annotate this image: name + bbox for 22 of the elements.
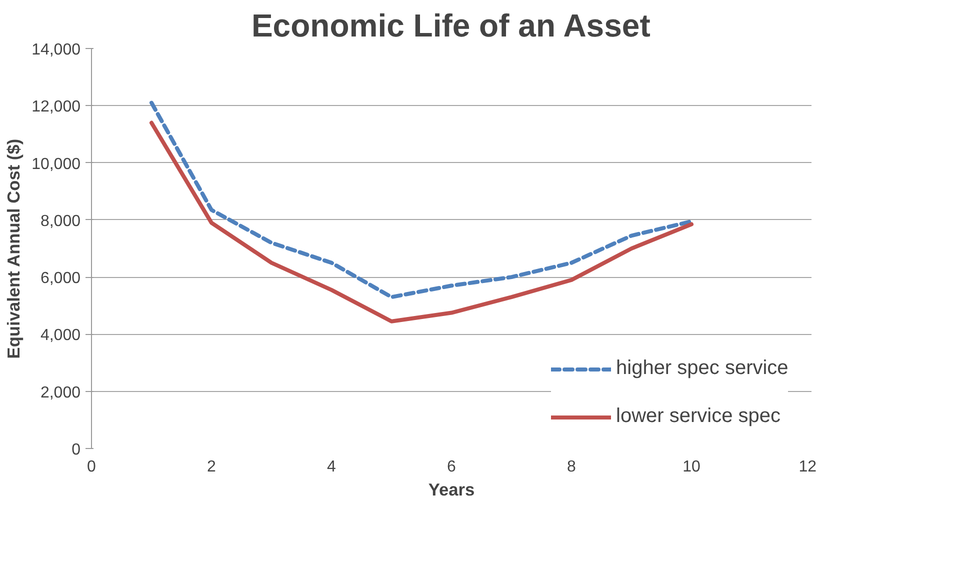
y-tick-label: 12,000 <box>32 98 81 116</box>
y-tick-label: 0 <box>72 442 81 458</box>
y-tick-label: 6,000 <box>40 270 81 288</box>
y-axis-title: Equivalent Annual Cost ($) <box>4 138 24 359</box>
chart-title: Economic Life of an Asset <box>251 8 651 44</box>
x-tick-label: 8 <box>567 458 576 476</box>
y-tick-label: 2,000 <box>40 384 81 402</box>
x-tick-label: 2 <box>207 458 216 476</box>
y-tick-label: 8,000 <box>40 212 81 230</box>
y-tick-label: 14,000 <box>32 42 81 58</box>
x-axis-title: Years <box>428 480 475 500</box>
line-series <box>150 120 694 324</box>
x-tick-label: 0 <box>87 458 96 476</box>
x-tick-label: 10 <box>682 458 700 476</box>
line-series <box>150 100 694 300</box>
y-tick-label: 10,000 <box>32 156 81 173</box>
y-tick-label: 4,000 <box>40 327 81 344</box>
x-tick-label: 4 <box>327 458 336 476</box>
legend-label: lower service spec <box>616 405 781 428</box>
x-tick-label: 6 <box>447 458 456 476</box>
legend-label: higher spec service <box>616 357 788 380</box>
x-tick-label: 12 <box>798 458 817 476</box>
